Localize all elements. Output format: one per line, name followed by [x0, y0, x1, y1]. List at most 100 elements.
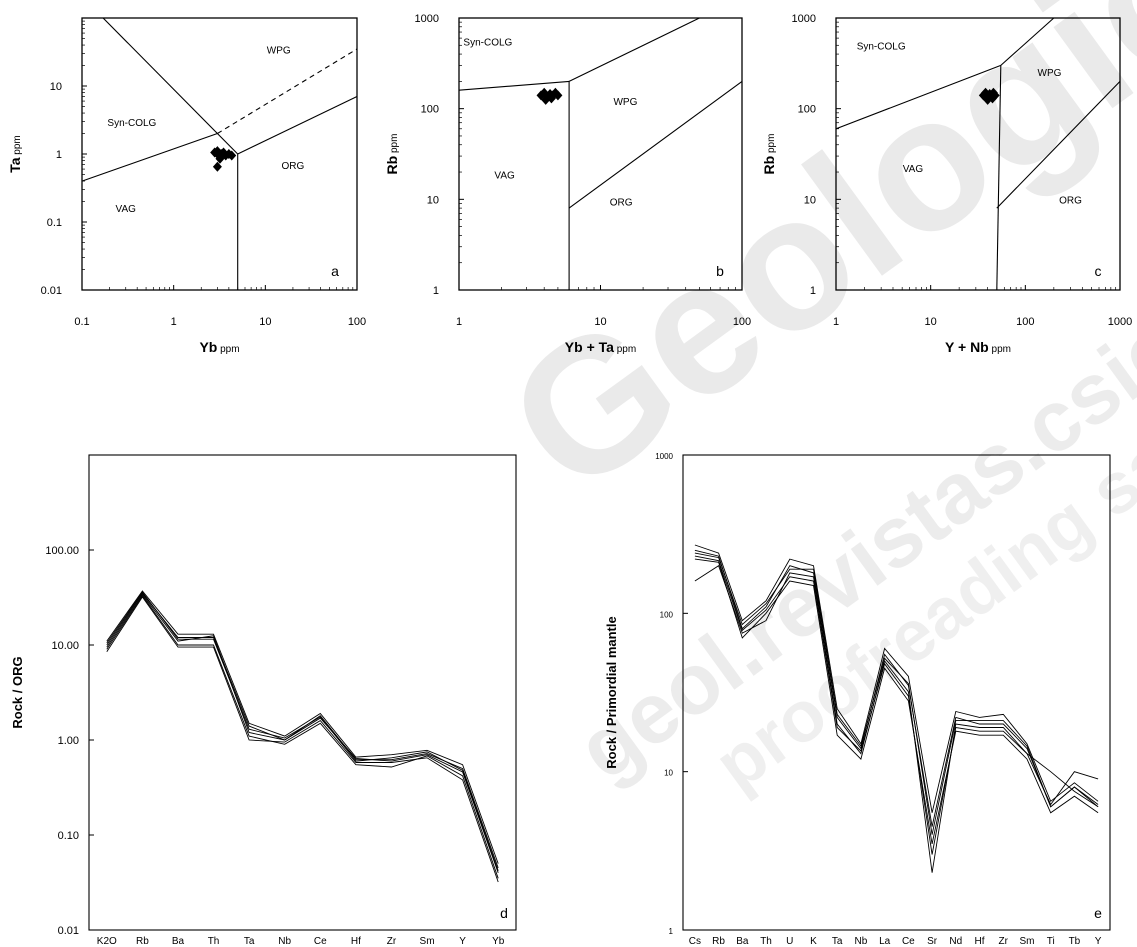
x-tick-label: 1: [171, 316, 177, 328]
panel-e-primordial-mantle-spider: 1 10 100 1000 Cs Rb Ba Th U K Ta Nb La Ce Sr Nd Hf Zr Sm Ti…: [604, 452, 1111, 947]
field-label: WPG: [613, 97, 637, 108]
x-category-label: La: [879, 936, 891, 947]
y-axis-title: Ta ppm: [7, 135, 23, 173]
field-label: Syn-COLG: [463, 37, 512, 48]
y-tick-label: 1000: [655, 452, 673, 461]
field-boundary-line: [996, 65, 1002, 291]
series-line: [694, 544, 1099, 813]
x-category-label: Yb: [492, 936, 505, 947]
x-axis-title: Yb + Ta ppm: [565, 339, 636, 355]
x-category-label: Ba: [172, 936, 185, 947]
x-category-label: Nb: [855, 936, 868, 947]
y-tick-label: 1000: [415, 13, 439, 25]
y-tick-label: 10: [804, 194, 816, 206]
x-category-label: Tb: [1069, 936, 1081, 947]
panel-a-tectonic-discrimination-yb-ta: WPG Syn-COLG VAG ORG 0.1 1 10 100 0.01 0.1 1 10 Yb p…: [7, 17, 366, 355]
y-tick-label: 10: [427, 194, 439, 206]
x-tick-label: 100: [1016, 316, 1034, 328]
x-category-label: Ce: [902, 936, 915, 947]
series-line: [694, 549, 1099, 827]
x-category-label: Hf: [351, 936, 361, 947]
x-category-label: K2O: [97, 936, 117, 947]
plot-frame: [458, 17, 743, 291]
y-tick-label: 0.10: [58, 830, 79, 842]
field-boundary-line: [568, 17, 700, 82]
series-line: [694, 555, 1099, 855]
x-category-label: Ce: [314, 936, 327, 947]
y-tick-label: 1: [56, 149, 62, 161]
x-category-label: Nb: [278, 936, 291, 947]
x-category-label: Zr: [999, 936, 1009, 947]
y-tick-label: 100: [660, 610, 674, 619]
field-label: Syn-COLG: [107, 118, 156, 129]
x-category-label: Y: [459, 936, 466, 947]
series-line: [106, 593, 499, 873]
series-line: [694, 565, 1099, 873]
field-label: ORG: [282, 161, 305, 172]
y-tick-label: 10: [50, 81, 62, 93]
y-tick-label: 100: [798, 104, 816, 116]
x-tick-label: 10: [594, 316, 606, 328]
series-line: [106, 594, 499, 879]
series-line: [106, 590, 499, 864]
field-boundary-line: [835, 64, 1001, 130]
field-label: ORG: [1059, 195, 1082, 206]
series-line: [694, 552, 1099, 835]
field-boundary-line: [1000, 17, 1055, 66]
y-tick-label: 1.00: [58, 735, 79, 747]
x-tick-label: 0.1: [74, 316, 89, 328]
x-tick-label: 10: [925, 316, 937, 328]
field-boundary-line: [81, 132, 218, 182]
panel-letter: c: [1095, 263, 1102, 279]
field-label: WPG: [267, 46, 291, 57]
x-category-label: Sm: [420, 936, 435, 947]
x-category-label: Rb: [136, 936, 149, 947]
field-boundary-line: [568, 80, 743, 209]
y-tick-label: 0.01: [41, 285, 62, 297]
field-boundary-line: [102, 17, 218, 134]
x-tick-label: 1: [456, 316, 462, 328]
y-tick-label: 10.00: [51, 640, 79, 652]
data-point: [988, 93, 998, 104]
x-tick-label: 100: [733, 316, 751, 328]
x-tick-label: 1: [833, 316, 839, 328]
field-boundary-line: [458, 80, 570, 91]
series-line: [106, 592, 499, 869]
x-axis-title: Y + Nb ppm: [945, 339, 1011, 355]
field-label: VAG: [116, 204, 137, 215]
field-label: VAG: [903, 164, 924, 175]
y-tick-label: 100: [421, 104, 439, 116]
y-tick-label: 10: [664, 769, 673, 778]
field-boundary-line: [217, 48, 358, 134]
x-category-label: Zr: [387, 936, 397, 947]
field-boundary-line: [996, 81, 1121, 209]
x-tick-label: 100: [348, 316, 366, 328]
x-tick-label: 10: [259, 316, 271, 328]
y-tick-label: 0.1: [47, 217, 62, 229]
y-tick-label: 1: [433, 285, 439, 297]
panel-letter: a: [331, 263, 339, 279]
x-tick-label: 1000: [1108, 316, 1132, 328]
x-category-label: Th: [760, 936, 772, 947]
panel-c-tectonic-discrimination-ynb-rb: Syn-COLG WPG VAG ORG 1 10 100 1000 1 10 100 1000 Y +…: [761, 13, 1132, 355]
x-category-label: Nd: [949, 936, 962, 947]
data-point: [215, 153, 225, 164]
x-category-label: Cs: [689, 936, 701, 947]
y-axis-title: Rb ppm: [384, 134, 400, 175]
x-category-label: Ta: [832, 936, 843, 947]
panel-letter: b: [716, 263, 724, 279]
data-point: [212, 161, 222, 172]
field-label: Syn-COLG: [857, 41, 906, 52]
field-boundary-line: [237, 96, 358, 155]
y-tick-label: 1: [669, 927, 674, 936]
data-point: [546, 93, 556, 104]
x-category-label: K: [810, 936, 817, 947]
x-category-label: Y: [1095, 936, 1102, 947]
x-category-label: Sr: [927, 936, 938, 947]
x-category-label: Sm: [1019, 936, 1034, 947]
data-point: [227, 150, 237, 161]
series-line: [106, 591, 499, 871]
plot-frame: [88, 454, 517, 931]
x-category-label: Th: [208, 936, 220, 947]
